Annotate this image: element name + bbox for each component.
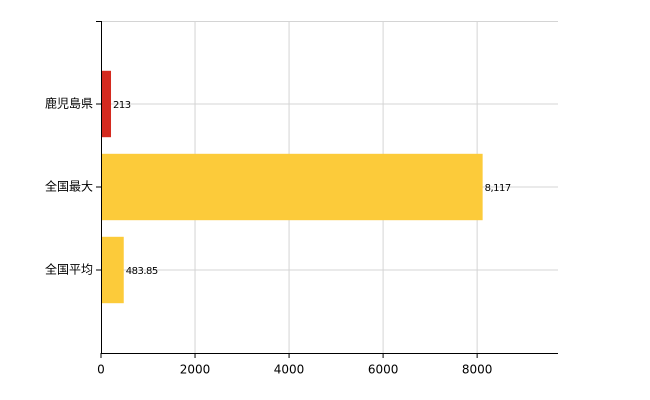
bar	[101, 153, 483, 221]
value-label: 483.85	[126, 266, 158, 277]
x-tick-label: 0	[97, 363, 105, 377]
x-tick-label: 4000	[274, 363, 305, 377]
y-tick-label: 鹿児島県	[45, 96, 93, 111]
value-label: 8,117	[485, 183, 511, 194]
x-tick-label: 2000	[180, 363, 211, 377]
x-tick-label: 8000	[462, 363, 493, 377]
value-label: 213	[113, 100, 131, 111]
y-tick-label: 全国最大	[45, 179, 93, 194]
y-tick-label: 全国平均	[45, 262, 93, 277]
bar	[101, 70, 112, 138]
bar	[101, 236, 124, 304]
x-tick-label: 6000	[368, 363, 399, 377]
